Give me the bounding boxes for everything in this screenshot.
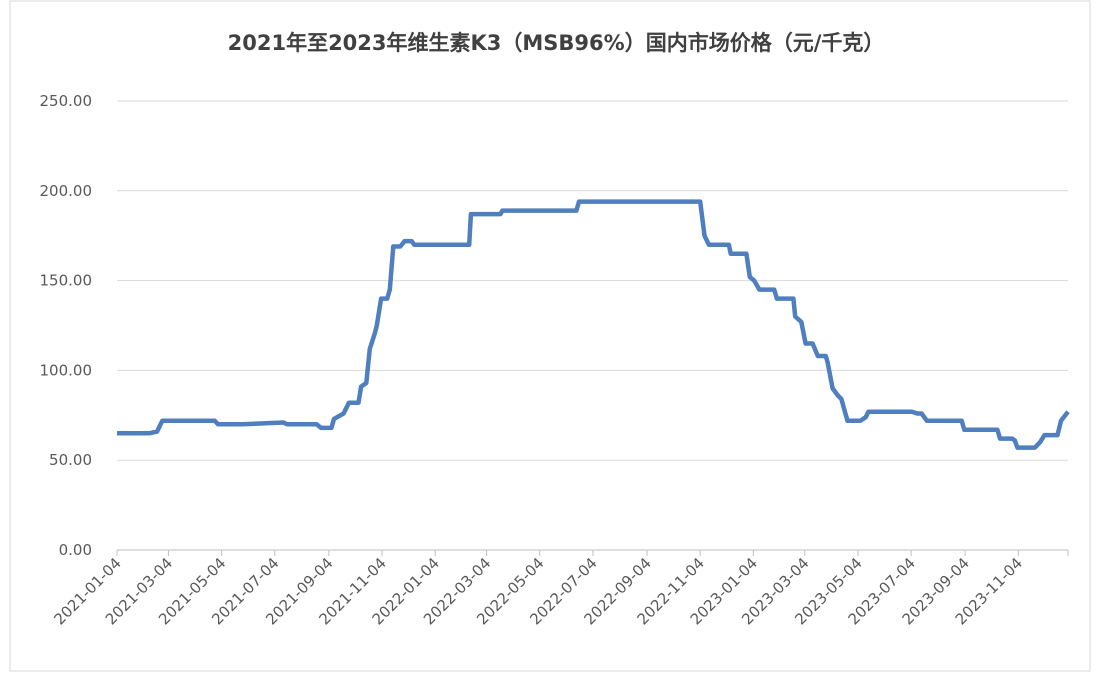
price-line: [117, 199, 1070, 450]
y-tick-label: 100.00: [40, 361, 93, 379]
y-tick-label: 150.00: [40, 272, 93, 290]
chart-border: [9, 0, 1091, 672]
y-tick-label: 200.00: [40, 182, 93, 200]
chart-title: 2021年至2023年维生素K3（MSB96%）国内市场价格（元/千克）: [228, 31, 885, 55]
y-tick-label: 50.00: [49, 451, 92, 469]
y-tick-label: 0.00: [59, 541, 92, 559]
y-tick-label: 250.00: [40, 92, 93, 110]
